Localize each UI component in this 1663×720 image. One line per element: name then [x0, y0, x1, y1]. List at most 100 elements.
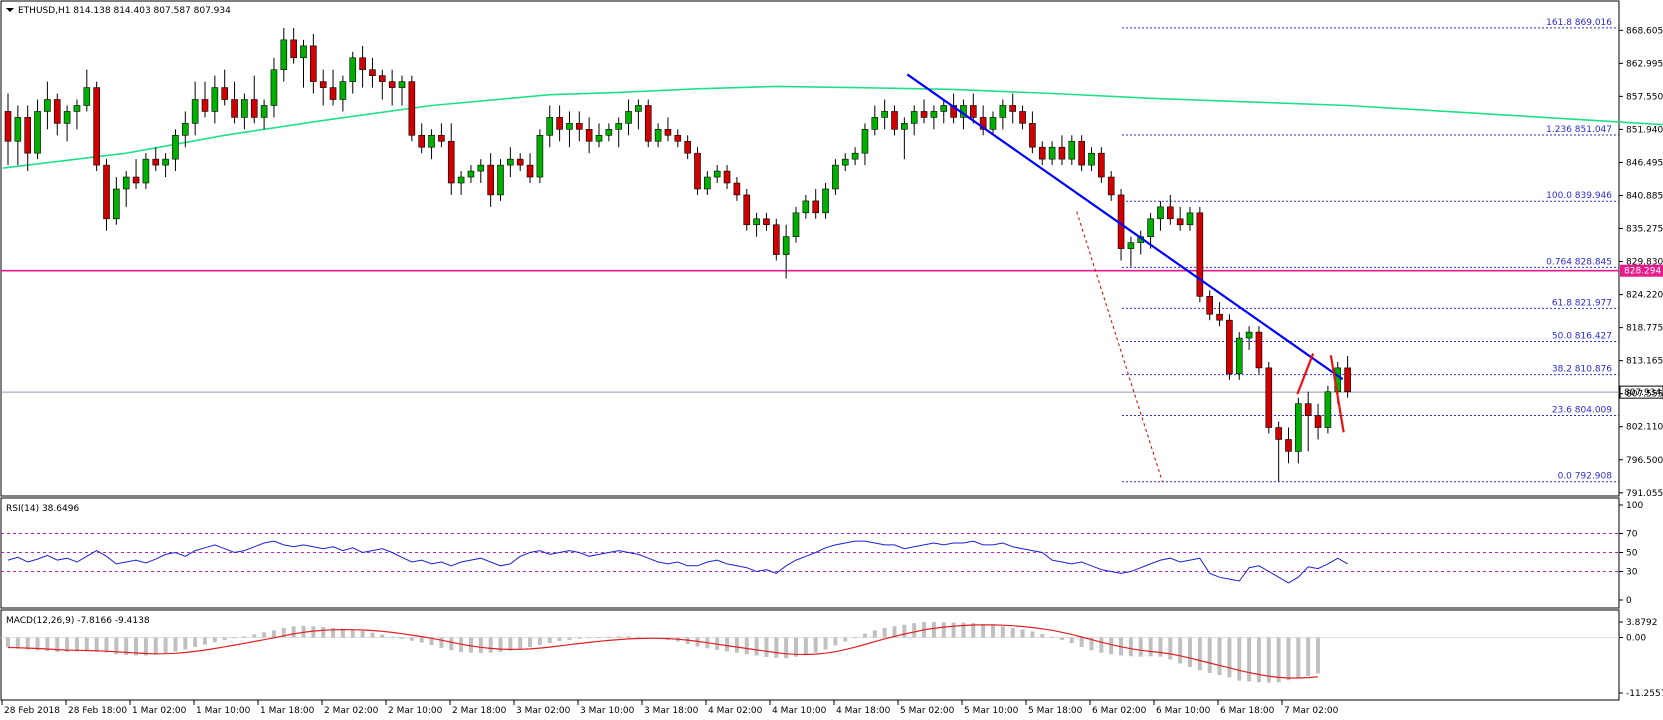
candle-body — [270, 69, 278, 106]
macd-histogram-bar — [1188, 637, 1192, 668]
candle-body — [349, 57, 357, 82]
candle — [792, 206, 800, 243]
macd-histogram-bar — [931, 621, 936, 638]
candle-body — [1285, 439, 1292, 452]
candle — [339, 75, 347, 112]
candle-body — [694, 152, 701, 190]
candle-body — [1245, 331, 1253, 339]
macd-histogram-bar — [803, 637, 808, 656]
candle — [487, 153, 494, 207]
candle-body — [664, 129, 672, 136]
candle-body — [891, 111, 898, 130]
macd-histogram-bar — [636, 636, 641, 638]
candle — [654, 123, 662, 148]
candle-body — [792, 212, 800, 237]
fib-level-label: 50.0 816.427 — [1552, 331, 1612, 341]
candle-body — [526, 164, 534, 178]
candle-body — [536, 134, 544, 178]
macd-histogram-bar — [212, 637, 217, 643]
candle-body — [723, 170, 731, 184]
candle — [1068, 135, 1076, 166]
candle-body — [635, 105, 642, 112]
candle-body — [575, 123, 583, 130]
candle — [950, 93, 957, 124]
candle — [723, 165, 731, 189]
candle — [871, 105, 879, 136]
candle-body — [172, 134, 179, 160]
candle — [231, 81, 238, 124]
candle-body — [1304, 403, 1312, 416]
macd-histogram-bar — [1089, 637, 1094, 651]
macd-histogram-bar — [961, 622, 966, 638]
candle — [103, 159, 110, 231]
macd-histogram-bar — [1237, 637, 1242, 681]
fib-level-label: 38.2 810.876 — [1552, 365, 1612, 375]
candle-body — [1107, 176, 1115, 196]
candle-body — [103, 164, 110, 220]
candle-body — [1295, 403, 1302, 452]
macd-histogram-bar — [754, 637, 759, 656]
macd-histogram-bar — [203, 637, 207, 645]
candle-body — [319, 81, 327, 88]
candle — [428, 129, 435, 160]
candle-body — [1098, 152, 1105, 178]
candle-body — [152, 158, 160, 166]
time-tick-label: 2 Mar 02:00 — [324, 706, 379, 716]
candle — [280, 27, 288, 82]
candle-body — [950, 105, 957, 118]
macd-histogram-bar — [409, 637, 414, 641]
candle — [1038, 141, 1046, 166]
candle-body — [211, 87, 219, 112]
macd-histogram-bar — [143, 637, 148, 656]
macd-signal-line — [7, 624, 1319, 679]
fib-swing-line — [1076, 211, 1163, 482]
candle-body — [477, 164, 485, 172]
candle — [940, 99, 948, 124]
candle-body — [418, 134, 426, 148]
price-tick-label: 791.055 — [1626, 489, 1663, 499]
collapse-triangle-icon[interactable] — [6, 8, 14, 12]
candle — [536, 129, 544, 184]
fib-level-label: 23.6 804.009 — [1552, 406, 1612, 416]
macd-histogram-bar — [134, 637, 139, 656]
macd-histogram-bar — [173, 637, 178, 652]
macd-histogram-bar — [84, 637, 89, 652]
candle-body — [369, 69, 376, 76]
macd-histogram-bar — [380, 634, 385, 638]
candle — [467, 165, 475, 184]
candle-body — [1147, 218, 1154, 237]
macd-histogram-bar — [813, 637, 818, 653]
candle — [369, 57, 376, 88]
macd-histogram-bar — [400, 637, 404, 639]
candle — [211, 75, 219, 124]
candle — [497, 159, 504, 201]
candle-body — [73, 105, 81, 112]
macd-histogram-bar — [1079, 637, 1084, 648]
macd-histogram-bar — [114, 637, 119, 655]
current-price-badge — [1619, 385, 1663, 399]
candle-body — [782, 236, 790, 255]
candle — [53, 93, 61, 136]
macd-histogram-bar — [55, 637, 60, 652]
candle — [1216, 302, 1223, 327]
candle-body — [250, 99, 258, 118]
macd-histogram-bar — [1030, 631, 1035, 638]
candle-body — [940, 105, 948, 112]
macd-histogram-bar — [951, 622, 956, 638]
candle — [1206, 290, 1213, 321]
candle — [979, 105, 987, 136]
chart-title: ETHUSD,H1 814.138 814.403 807.587 807.93… — [18, 6, 231, 16]
macd-histogram-bar — [597, 637, 601, 638]
time-tick-label: 2 Mar 10:00 — [388, 706, 443, 716]
candle-body — [310, 45, 317, 82]
candle — [832, 159, 839, 195]
candle-body — [53, 99, 61, 124]
macd-histogram-bar — [370, 632, 375, 638]
candle — [1226, 314, 1233, 380]
candle — [152, 147, 160, 172]
candle — [241, 93, 248, 130]
rsi-tick-label: 30 — [1626, 568, 1638, 578]
price-tick-label: 802.110 — [1626, 423, 1663, 433]
time-tick-label: 3 Mar 18:00 — [644, 706, 699, 716]
